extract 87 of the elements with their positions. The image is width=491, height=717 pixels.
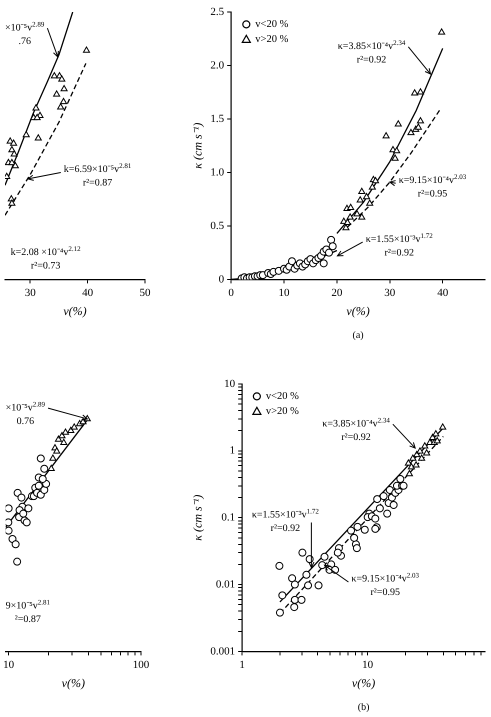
y-tick-label: 0.5 (210, 220, 225, 232)
point (344, 218, 352, 225)
x-tick-label: 30 (384, 286, 396, 299)
annotation: r²=0.73 (30, 260, 60, 272)
point (327, 236, 336, 244)
x-tick-label: 40 (437, 286, 449, 299)
legend-label: v>20 % (266, 406, 300, 418)
point (58, 75, 66, 82)
point (438, 28, 446, 35)
annotation: 0.76 (16, 416, 34, 428)
point (368, 183, 376, 190)
annotation: r²=0.92 (356, 54, 386, 66)
point (50, 72, 58, 78)
point (416, 88, 424, 94)
y-tick-label: 2.0 (210, 59, 225, 72)
x-axis-title: v(%) (63, 304, 87, 318)
x-tick-label: 100 (132, 658, 150, 671)
point (53, 90, 60, 97)
point (328, 242, 337, 250)
x-tick-label: 40 (82, 286, 94, 299)
point (342, 224, 350, 230)
annotation: .76 (18, 36, 31, 48)
point (358, 188, 366, 194)
x-tick-label: 1 (239, 658, 245, 671)
point (32, 104, 40, 111)
annotation: r²=0.92 (384, 247, 414, 258)
x-axis-title: v(%) (352, 676, 376, 690)
legend-label: v>20 % (255, 34, 289, 46)
annotation: r²=0.92 (341, 432, 371, 444)
point (60, 85, 68, 92)
x-tick-label: 10 (362, 658, 374, 671)
x-tick-label: 50 (140, 286, 151, 299)
x-axis-title: v(%) (346, 304, 370, 318)
y-tick-label: 0.01 (216, 578, 236, 590)
y-tick-label: 10 (224, 378, 236, 390)
y-tick-label: 0 (218, 273, 225, 286)
point (394, 120, 402, 127)
point (8, 158, 16, 166)
point (57, 103, 64, 110)
y-tick-label: 2.5 (210, 6, 225, 18)
y-tick-label: 0.001 (210, 645, 236, 658)
legend-label: v<20 % (266, 391, 300, 402)
point (392, 154, 399, 161)
point (363, 193, 370, 200)
point (8, 199, 16, 206)
text: (b) (358, 702, 370, 713)
point (60, 98, 68, 104)
annotation: r²=0.95 (418, 188, 448, 200)
point (34, 134, 42, 140)
x-tick-label: 10 (3, 658, 15, 671)
annotation: r²=0.95 (370, 587, 400, 598)
x-tick-label: 20 (331, 286, 343, 299)
y-tick-label: 1.0 (210, 166, 225, 178)
point (393, 147, 400, 154)
point (382, 132, 390, 138)
point (346, 213, 354, 220)
y-tick-label: 1.5 (210, 112, 225, 125)
text: (a) (352, 330, 364, 341)
y-axis-title: κ (cm s⁻¹) (190, 494, 204, 541)
point (320, 259, 328, 268)
point (324, 248, 333, 257)
point (407, 128, 414, 136)
y-tick-label: 1 (230, 444, 236, 457)
annotation: r²=0.87 (82, 178, 112, 189)
y-axis-title: κ (cm s⁻¹) (190, 122, 204, 169)
point (10, 140, 18, 146)
point (34, 114, 41, 120)
y-tick-label: 0.1 (221, 512, 236, 524)
point (347, 204, 354, 210)
point (416, 117, 424, 124)
point (82, 46, 90, 53)
annotation: ²=0.87 (14, 614, 41, 625)
point (10, 150, 18, 157)
point (414, 124, 422, 130)
x-axis-title: v(%) (62, 676, 85, 690)
annotation: r²=0.92 (270, 523, 300, 534)
point (22, 131, 30, 138)
point (366, 199, 374, 206)
x-tick-label: 10 (278, 286, 290, 299)
point (411, 89, 418, 96)
point (12, 162, 19, 168)
x-tick-label: 30 (24, 286, 36, 299)
point (358, 213, 366, 220)
legend-label: v<20 % (255, 19, 289, 30)
point (288, 257, 296, 266)
point (356, 196, 364, 202)
point (353, 210, 361, 216)
